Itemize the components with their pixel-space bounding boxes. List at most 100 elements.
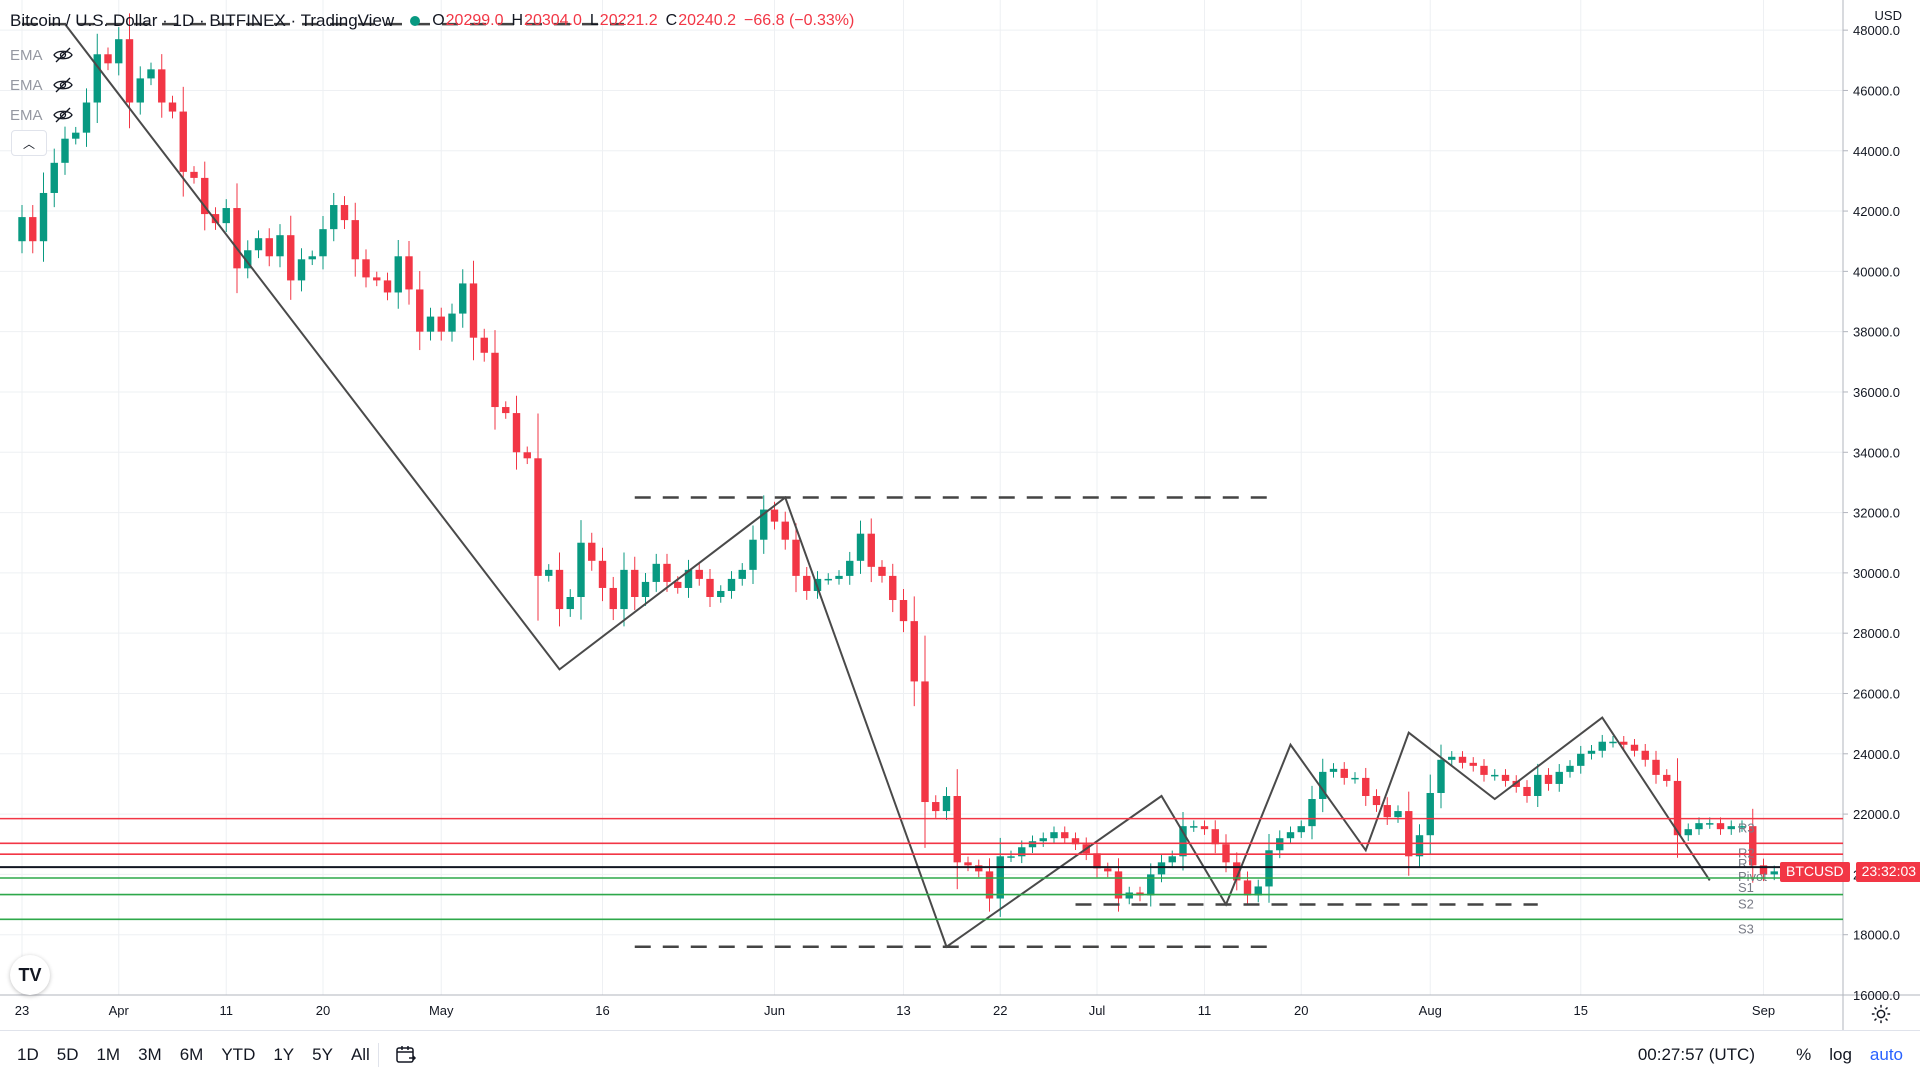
candle[interactable] xyxy=(652,563,660,582)
candle[interactable] xyxy=(416,289,424,332)
candle[interactable] xyxy=(1437,759,1445,793)
candle[interactable] xyxy=(1372,796,1381,806)
candle[interactable] xyxy=(566,597,574,610)
candle[interactable] xyxy=(115,39,123,64)
candle[interactable] xyxy=(1630,744,1639,751)
candle[interactable] xyxy=(1329,768,1338,772)
candle[interactable] xyxy=(770,509,779,522)
candle[interactable] xyxy=(29,217,37,242)
candle[interactable] xyxy=(61,138,69,163)
candle[interactable] xyxy=(1663,774,1671,781)
hidden-eye-icon[interactable] xyxy=(52,107,73,123)
tradingview-logo-icon[interactable]: TV xyxy=(10,955,50,995)
candle[interactable] xyxy=(1243,880,1252,896)
candle[interactable] xyxy=(1469,762,1477,766)
candle[interactable] xyxy=(362,259,370,278)
candle[interactable] xyxy=(426,316,435,332)
candle[interactable] xyxy=(437,316,445,332)
candle[interactable] xyxy=(287,235,295,281)
candle[interactable] xyxy=(534,458,542,576)
candle[interactable] xyxy=(1458,756,1467,763)
candle[interactable] xyxy=(803,575,811,591)
candle[interactable] xyxy=(1684,829,1692,836)
candle[interactable] xyxy=(1157,862,1166,875)
candle[interactable] xyxy=(469,283,478,338)
hidden-eye-icon[interactable] xyxy=(52,47,73,63)
candle[interactable] xyxy=(674,581,682,588)
candle[interactable] xyxy=(1555,771,1563,784)
candle[interactable] xyxy=(717,590,725,597)
candle[interactable] xyxy=(1405,811,1413,857)
candle[interactable] xyxy=(555,569,564,610)
candle[interactable] xyxy=(297,259,306,281)
candle[interactable] xyxy=(211,214,220,224)
candle[interactable] xyxy=(82,102,91,133)
candle[interactable] xyxy=(727,578,736,591)
candle[interactable] xyxy=(1286,832,1295,839)
candle[interactable] xyxy=(1706,823,1714,825)
candle[interactable] xyxy=(1641,750,1649,760)
candle[interactable] xyxy=(738,569,746,579)
candle[interactable] xyxy=(104,54,112,64)
candle[interactable] xyxy=(351,220,359,260)
hidden-eye-icon[interactable] xyxy=(52,77,73,93)
candle[interactable] xyxy=(663,563,671,582)
candle[interactable] xyxy=(18,217,26,242)
candle[interactable] xyxy=(93,54,101,103)
candle[interactable] xyxy=(1222,844,1230,863)
candle[interactable] xyxy=(1125,892,1133,899)
candle[interactable] xyxy=(190,171,198,178)
candle[interactable] xyxy=(921,681,929,803)
candle[interactable] xyxy=(1415,835,1424,857)
candle[interactable] xyxy=(1039,838,1047,842)
candle[interactable] xyxy=(244,250,252,269)
candle[interactable] xyxy=(1716,823,1725,830)
candle[interactable] xyxy=(1179,826,1187,857)
candle[interactable] xyxy=(1147,874,1155,896)
scale-log[interactable]: log xyxy=(1829,1045,1852,1064)
candle[interactable] xyxy=(276,235,284,257)
candle[interactable] xyxy=(308,256,316,260)
candle[interactable] xyxy=(641,581,650,597)
candle[interactable] xyxy=(953,796,961,863)
candle[interactable] xyxy=(405,256,413,290)
utc-clock[interactable]: 00:27:57 (UTC) xyxy=(1637,1045,1755,1064)
candle[interactable] xyxy=(1061,832,1069,839)
candle[interactable] xyxy=(588,542,596,561)
candle[interactable] xyxy=(1598,741,1606,751)
candle[interactable] xyxy=(910,621,918,682)
candle[interactable] xyxy=(394,256,402,293)
candle[interactable] xyxy=(319,229,327,257)
indicator-ema-2[interactable]: EMA xyxy=(10,70,73,100)
candle[interactable] xyxy=(136,78,144,103)
currency-label[interactable]: USD xyxy=(1874,8,1902,23)
candle[interactable] xyxy=(1383,805,1391,818)
candle[interactable] xyxy=(964,862,972,866)
candle[interactable] xyxy=(1254,886,1262,896)
candle[interactable] xyxy=(147,69,155,79)
candle[interactable] xyxy=(448,313,456,332)
candle[interactable] xyxy=(1394,811,1402,818)
candle[interactable] xyxy=(502,407,510,414)
candle[interactable] xyxy=(480,337,488,353)
candle[interactable] xyxy=(1695,823,1703,830)
candle[interactable] xyxy=(835,575,843,579)
scale-auto[interactable]: auto xyxy=(1869,1045,1903,1064)
candle[interactable] xyxy=(706,578,714,597)
scale-percent[interactable]: % xyxy=(1796,1045,1812,1064)
candle[interactable] xyxy=(1104,868,1112,872)
candle[interactable] xyxy=(846,560,854,576)
candle[interactable] xyxy=(383,280,392,293)
candle[interactable] xyxy=(1480,765,1488,775)
range-6m[interactable]: 6M xyxy=(179,1045,204,1064)
candle[interactable] xyxy=(1738,826,1746,828)
candle[interactable] xyxy=(168,102,177,112)
range-all[interactable]: All xyxy=(350,1045,370,1064)
candle[interactable] xyxy=(1276,838,1284,851)
candle[interactable] xyxy=(1114,871,1123,899)
candle[interactable] xyxy=(1587,750,1596,754)
range-5y[interactable]: 5Y xyxy=(312,1045,333,1064)
candle[interactable] xyxy=(1759,865,1768,875)
candle[interactable] xyxy=(792,539,800,576)
candle[interactable] xyxy=(491,352,499,408)
